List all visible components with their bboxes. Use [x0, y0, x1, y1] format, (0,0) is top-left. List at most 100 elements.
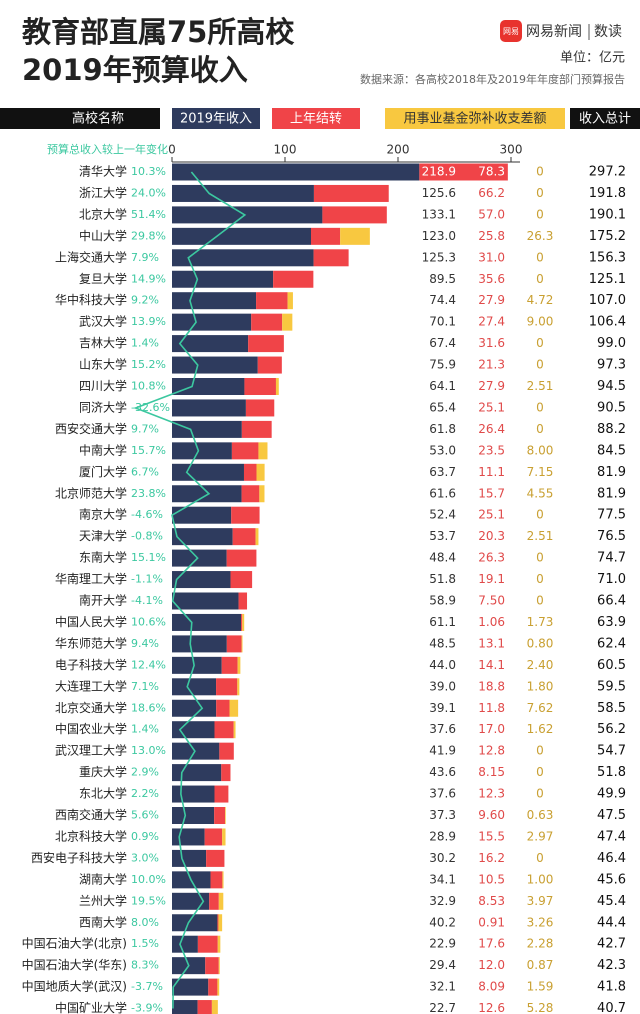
- unit: 单位：亿元: [560, 51, 625, 66]
- bar-segment: [230, 571, 253, 589]
- bar-segment: [310, 227, 341, 245]
- legend-label: 上年结转: [290, 112, 342, 127]
- bar-segment: [197, 935, 218, 953]
- bar-segment: [222, 828, 226, 846]
- category-label: 西安交通大学: [55, 421, 127, 436]
- bar-segment: [172, 699, 217, 717]
- total-label: 84.5: [597, 443, 626, 458]
- value-label: 0: [536, 551, 544, 565]
- change-label: -4.1%: [131, 594, 163, 607]
- bar-segment: [233, 721, 236, 739]
- value-label: 7.62: [527, 701, 554, 715]
- value-label: 39.1: [429, 701, 456, 715]
- change-label: -4.6%: [131, 508, 163, 521]
- category-label: 山东大学: [79, 357, 127, 372]
- bar-segment: [172, 378, 245, 395]
- category-label: 华中科技大学: [55, 292, 127, 307]
- value-label: 1.06: [478, 615, 505, 629]
- total-label: 88.2: [597, 422, 626, 437]
- bar-segment: [218, 892, 224, 910]
- logo-box: [500, 20, 522, 42]
- bar-segment: [287, 292, 293, 310]
- category-label: 武汉理工大学: [55, 743, 127, 758]
- value-label: 51.8: [429, 572, 456, 586]
- value-label: 8.00: [527, 443, 554, 457]
- value-label: 53.0: [429, 443, 456, 457]
- bar-segment: [172, 270, 274, 288]
- total-label: 60.5: [597, 658, 626, 673]
- value-label: 61.6: [429, 486, 456, 500]
- category-label: 西南交通大学: [55, 807, 127, 822]
- bar-segment: [221, 656, 238, 674]
- bar-segment: [419, 163, 508, 181]
- bar-segment: [172, 528, 233, 546]
- value-label: 0.91: [478, 915, 505, 929]
- total-label: 90.5: [597, 400, 626, 415]
- value-label: 25.1: [478, 508, 505, 522]
- change-label: 2.9%: [131, 766, 159, 779]
- value-label: 27.9: [478, 293, 505, 307]
- value-label: 8.15: [478, 765, 505, 779]
- value-label: 78.3: [478, 165, 505, 179]
- value-label: 0: [536, 787, 544, 801]
- value-label: 41.9: [429, 744, 456, 758]
- value-label: 0: [536, 400, 544, 414]
- value-label: 0: [536, 165, 544, 179]
- value-label: 35.6: [478, 272, 505, 286]
- change-label: -3.7%: [131, 980, 163, 993]
- bar-segment: [275, 378, 279, 395]
- change-label: 6.7%: [131, 465, 159, 478]
- change-label: 18.6%: [131, 701, 166, 714]
- bar-segment: [172, 335, 249, 353]
- value-label: 2.97: [527, 829, 554, 843]
- total-label: 191.8: [589, 186, 626, 201]
- change-label: 23.8%: [131, 487, 166, 500]
- category-label: 北京师范大学: [55, 485, 127, 500]
- bar-segment: [217, 914, 219, 932]
- value-label: 12.8: [478, 744, 505, 758]
- value-label: 58.9: [429, 594, 456, 608]
- category-label: 南京大学: [79, 507, 127, 522]
- bar-segment: [231, 442, 259, 460]
- total-label: 62.4: [597, 636, 626, 651]
- change-label: 2.2%: [131, 787, 159, 800]
- value-label: 21.3: [478, 358, 505, 372]
- bar-segment: [238, 592, 248, 610]
- value-label: 0: [536, 358, 544, 372]
- value-label: 32.9: [429, 894, 456, 908]
- bar-segment: [172, 592, 239, 610]
- bar-segment: [204, 828, 223, 846]
- value-label: 1.62: [527, 722, 554, 736]
- category-label: 东南大学: [79, 550, 127, 565]
- value-label: 67.4: [429, 336, 456, 350]
- bar-segment: [257, 356, 282, 374]
- value-label: 27.9: [478, 379, 505, 393]
- bar-segment: [232, 528, 256, 546]
- x-tick-label: 300: [500, 143, 523, 157]
- change-label: 0.9%: [131, 830, 159, 843]
- value-label: 8.09: [478, 980, 505, 994]
- value-label: 125.6: [422, 186, 456, 200]
- bar-segment: [172, 313, 252, 331]
- category-label: 东北大学: [79, 786, 127, 801]
- value-label: 1.73: [527, 615, 554, 629]
- category-label: 南开大学: [79, 593, 127, 608]
- change-label: 7.9%: [131, 251, 159, 264]
- value-label: 61.8: [429, 422, 456, 436]
- bar-segment: [256, 463, 265, 481]
- bar-segment: [258, 442, 268, 460]
- category-label: 华东师范大学: [55, 635, 127, 650]
- category-label: 北京交通大学: [55, 700, 127, 715]
- bar-segment: [313, 184, 389, 202]
- category-label: 中国人民大学: [55, 614, 127, 629]
- total-label: 97.3: [597, 358, 626, 373]
- value-label: 133.1: [422, 207, 456, 221]
- category-label: 清华大学: [79, 164, 127, 179]
- bar-segment: [210, 871, 223, 889]
- bar-segment: [172, 849, 207, 867]
- category-label: 电子科技大学: [55, 657, 127, 672]
- value-label: 12.0: [478, 958, 505, 972]
- bar-segment: [214, 807, 225, 824]
- value-label: 31.0: [478, 250, 505, 264]
